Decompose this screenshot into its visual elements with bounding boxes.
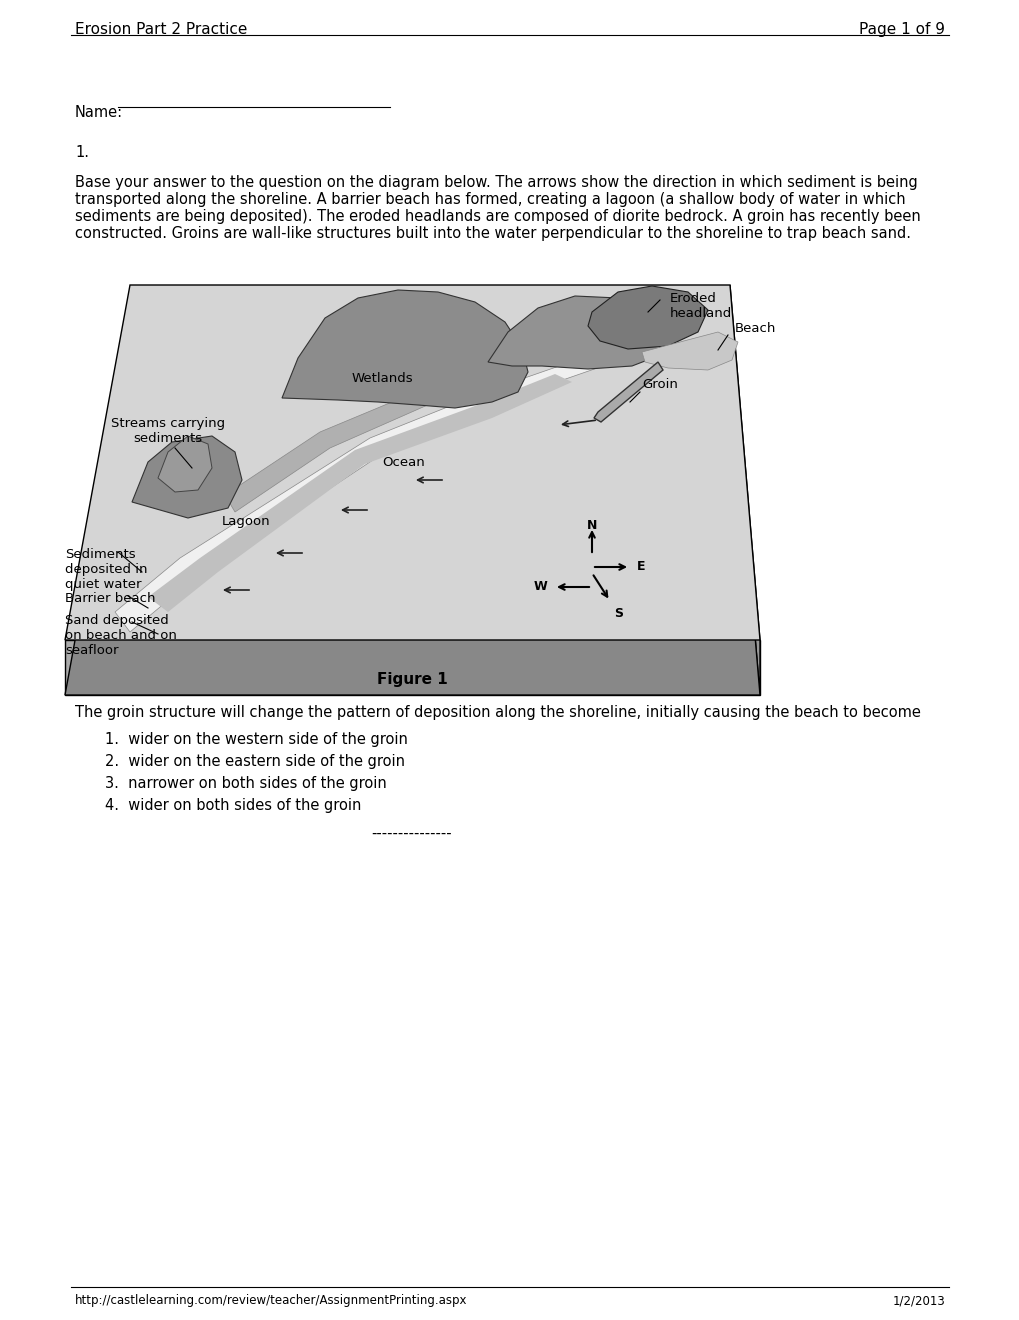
Polygon shape [65,285,759,640]
Text: Sand deposited
on beach and on
seafloor: Sand deposited on beach and on seafloor [65,614,176,657]
Text: 3.  narrower on both sides of the groin: 3. narrower on both sides of the groin [105,776,386,791]
Text: Groin: Groin [641,378,678,391]
Polygon shape [587,286,707,348]
Polygon shape [115,338,654,632]
Text: Streams carrying
sediments: Streams carrying sediments [111,417,225,445]
Text: Sediments
deposited in
quiet water: Sediments deposited in quiet water [65,548,148,591]
Polygon shape [158,436,212,492]
Polygon shape [593,362,662,422]
Text: Base your answer to the question on the diagram below. The arrows show the direc: Base your answer to the question on the … [75,176,917,190]
Text: Name:: Name: [75,106,123,120]
Text: Erosion Part 2 Practice: Erosion Part 2 Practice [75,22,248,37]
Text: Beach: Beach [735,322,775,334]
Text: Eroded
headland: Eroded headland [669,292,732,319]
Text: N: N [586,519,596,532]
Text: 1.: 1. [75,145,89,160]
Polygon shape [148,374,572,612]
Text: 1/2/2013: 1/2/2013 [892,1294,944,1307]
Text: Lagoon: Lagoon [222,516,270,528]
Text: W: W [533,581,546,594]
Polygon shape [281,290,528,408]
Text: constructed. Groins are wall-like structures built into the water perpendicular : constructed. Groins are wall-like struct… [75,226,910,242]
Text: sediments are being deposited). The eroded headlands are composed of diorite bed: sediments are being deposited). The erod… [75,209,920,224]
Polygon shape [487,296,661,370]
Text: 1.  wider on the western side of the groin: 1. wider on the western side of the groi… [105,733,408,747]
Polygon shape [641,333,738,370]
Text: 4.  wider on both sides of the groin: 4. wider on both sides of the groin [105,799,361,813]
Text: Page 1 of 9: Page 1 of 9 [858,22,944,37]
Text: Wetlands: Wetlands [352,371,414,384]
Text: transported along the shoreline. A barrier beach has formed, creating a lagoon (: transported along the shoreline. A barri… [75,191,905,207]
Polygon shape [65,640,759,696]
Text: S: S [613,607,623,620]
Text: E: E [637,561,645,573]
Text: http://castlelearning.com/review/teacher/AssignmentPrinting.aspx: http://castlelearning.com/review/teacher… [75,1294,467,1307]
Polygon shape [730,285,759,696]
Text: Figure 1: Figure 1 [376,672,447,686]
Text: 2.  wider on the eastern side of the groin: 2. wider on the eastern side of the groi… [105,754,405,770]
Text: Barrier beach: Barrier beach [65,591,155,605]
Polygon shape [225,374,507,512]
Polygon shape [131,436,242,517]
Polygon shape [65,341,759,696]
Text: Ocean: Ocean [382,455,424,469]
Text: ---------------: --------------- [371,826,451,841]
Text: The groin structure will change the pattern of deposition along the shoreline, i: The groin structure will change the patt… [75,705,920,719]
